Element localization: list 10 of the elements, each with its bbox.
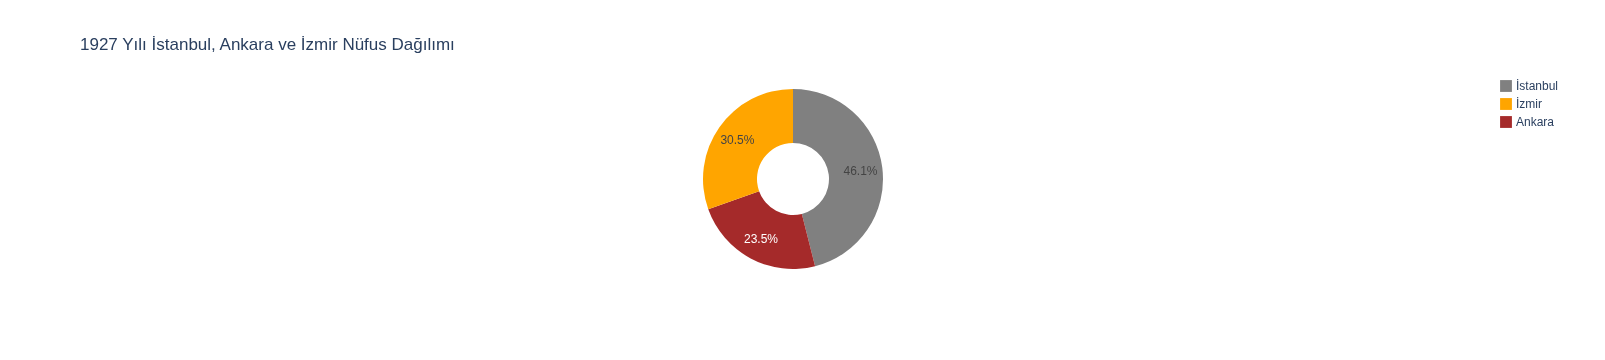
data-label: 30.5% xyxy=(720,132,755,147)
legend-label: Ankara xyxy=(1516,115,1555,129)
donut-slice xyxy=(793,89,883,267)
data-label: 23.5% xyxy=(744,232,779,247)
legend-label: İstanbul xyxy=(1516,79,1559,93)
text: 1927 Yılı İstanbul, Ankara ve İzmir Nüfus Dağılımı xyxy=(80,35,455,54)
legend-label: İzmir xyxy=(1516,97,1542,111)
donut-slice xyxy=(703,89,793,210)
donut-slice xyxy=(708,191,816,269)
data-label: 46.1% xyxy=(843,163,878,178)
